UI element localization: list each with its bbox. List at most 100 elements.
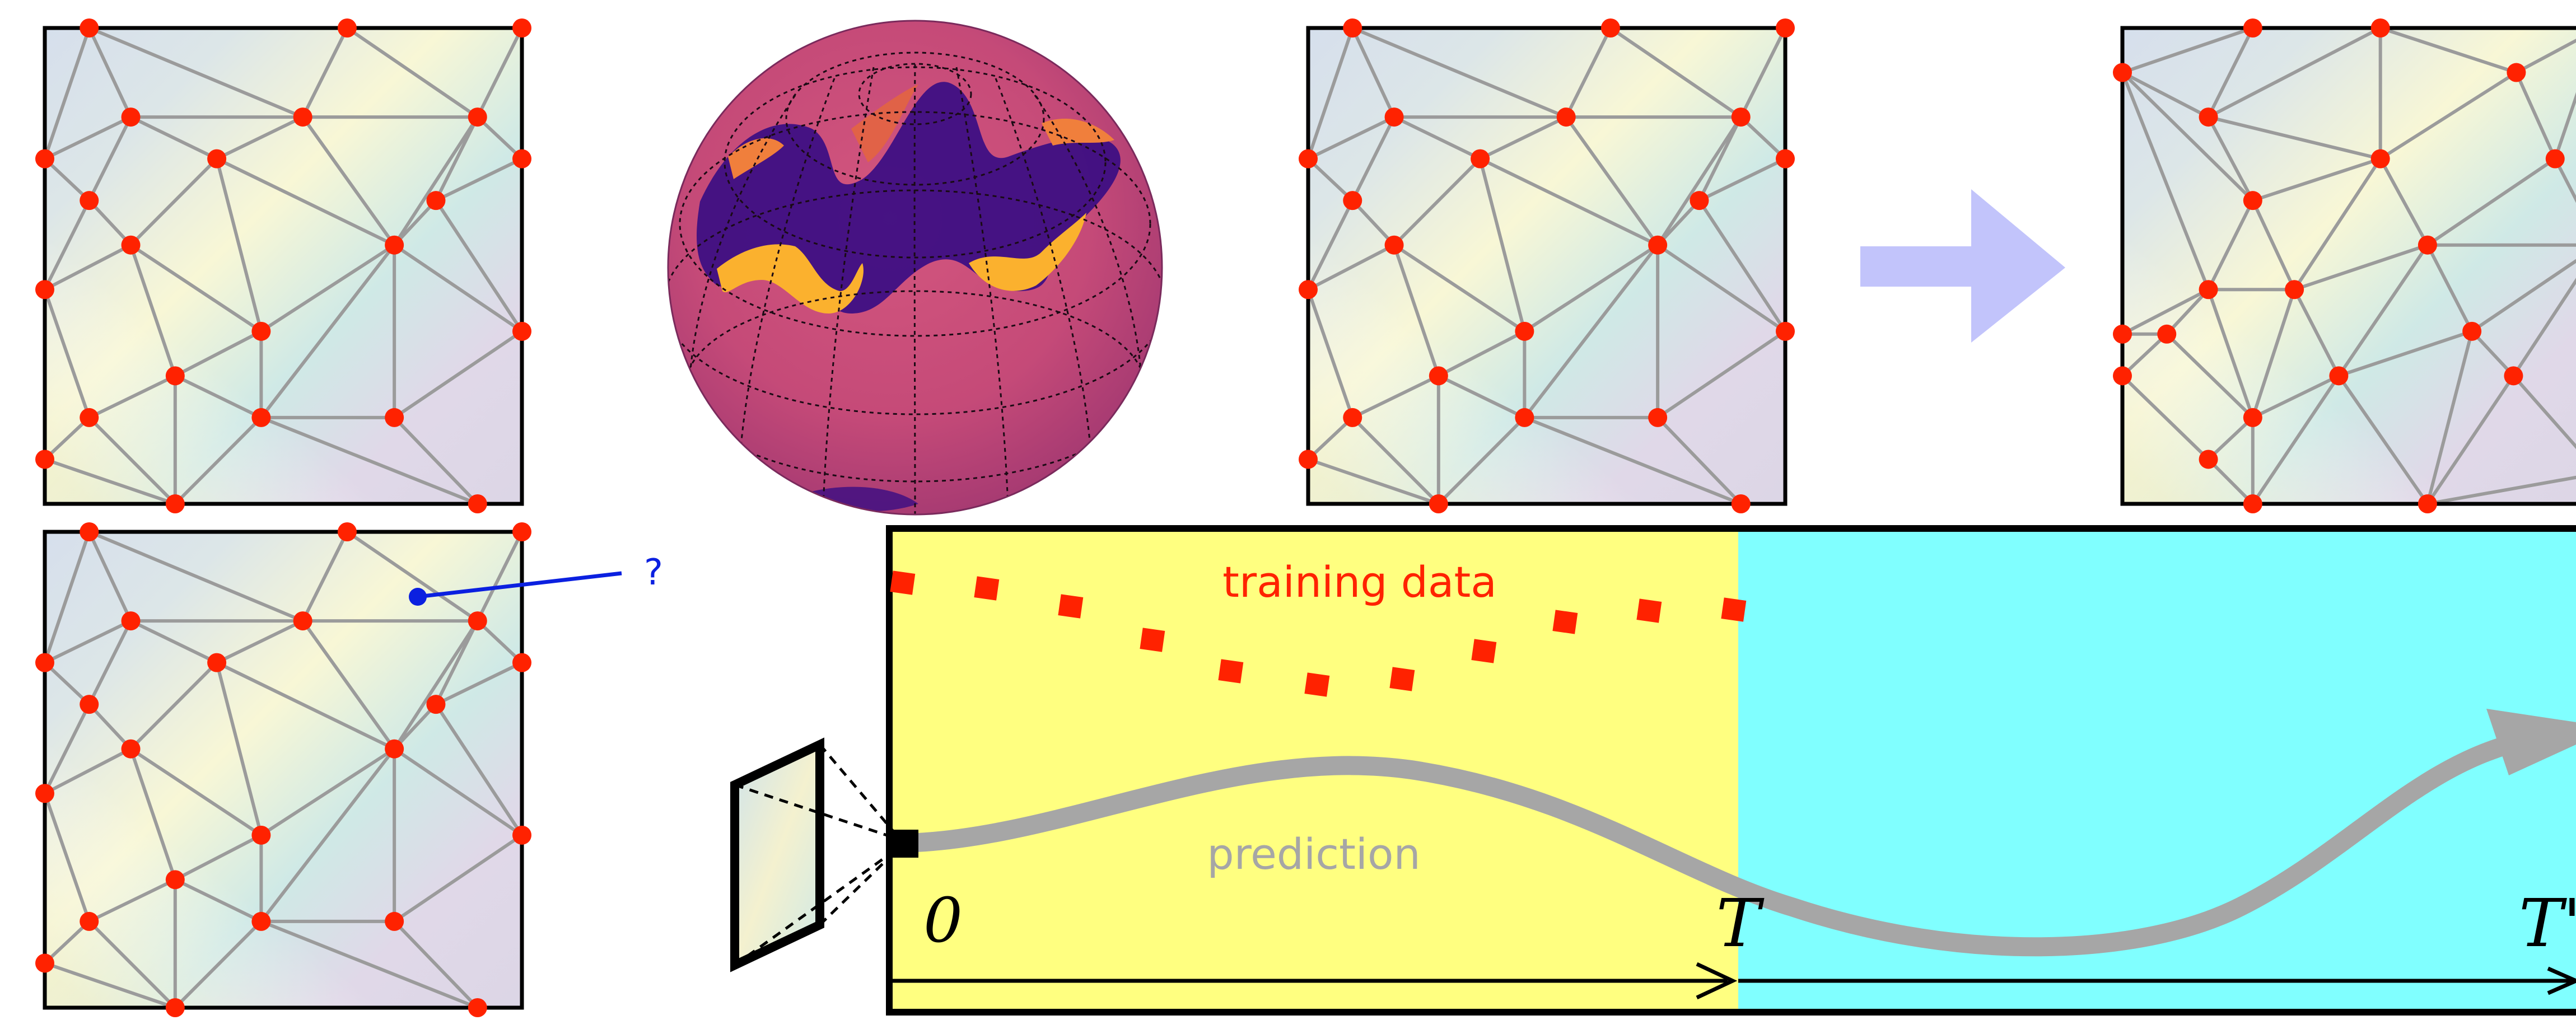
mesh-edge: [43, 792, 91, 923]
mesh-edge: [2470, 329, 2516, 378]
mesh-border: [1306, 26, 1788, 506]
mesh-edge: [43, 243, 133, 292]
mesh-nodes: [1299, 18, 1795, 513]
mesh-edge: [2378, 157, 2429, 247]
mesh-edge: [2121, 288, 2210, 336]
mesh-edge: [393, 703, 438, 751]
mesh-edge: [434, 661, 524, 706]
mesh-edges: [1306, 26, 1787, 506]
mesh-node: [385, 235, 404, 255]
mesh-edge: [2121, 26, 2255, 74]
mesh-edge: [43, 288, 91, 419]
mesh-edge: [259, 415, 479, 506]
mesh-edge: [301, 26, 349, 119]
mesh-node: [426, 191, 446, 210]
mesh-edge: [1739, 26, 1787, 119]
mesh-edge: [259, 243, 396, 419]
mesh-node: [2243, 494, 2262, 513]
mesh-edge: [2251, 374, 2341, 506]
mesh-edge: [1306, 26, 1355, 161]
mesh-edge: [2512, 278, 2576, 378]
mesh-edge: [345, 26, 479, 119]
mesh-edge: [1351, 115, 1396, 203]
mesh-node: [121, 611, 141, 631]
mesh-edge: [1351, 26, 1568, 119]
mesh-panel-top-left: [35, 18, 531, 513]
mesh-edge: [2512, 374, 2576, 450]
mesh-edge: [1478, 157, 1527, 333]
mesh-edge: [215, 619, 305, 665]
mesh-nodes: [35, 522, 531, 1017]
mesh-edge: [2206, 288, 2255, 419]
mesh-node: [251, 321, 271, 341]
mesh-edge: [1392, 243, 1527, 333]
mesh-node: [2157, 324, 2177, 344]
training-data-point: [1304, 672, 1330, 697]
mesh-node: [80, 408, 99, 427]
mesh-node: [1776, 321, 1795, 341]
mesh-node: [2243, 408, 2262, 427]
mesh-node: [1429, 494, 1448, 513]
mesh-node: [512, 653, 531, 672]
mesh-node: [35, 653, 54, 672]
mesh-edge: [2293, 243, 2429, 292]
mesh-edge: [1306, 457, 1440, 506]
mesh-edge: [1697, 115, 1743, 203]
mesh-edge: [259, 747, 396, 923]
t-zero-label: 0: [923, 885, 963, 956]
mesh-edge: [43, 199, 91, 292]
mesh-node: [35, 450, 54, 469]
mesh-edge: [475, 619, 524, 665]
mesh-node: [165, 998, 185, 1017]
mesh-node: [80, 522, 99, 541]
mesh-edge: [2121, 71, 2210, 119]
mesh-edge: [87, 26, 133, 119]
mesh-edge: [475, 115, 524, 161]
mesh-node: [2243, 191, 2262, 210]
mesh-edge: [129, 661, 219, 751]
mesh-panels: [35, 18, 2576, 1017]
mesh-node: [2113, 366, 2132, 386]
mesh-edge: [173, 833, 263, 882]
training-data-point: [1471, 639, 1497, 663]
mesh-edge: [43, 619, 133, 665]
mesh-node: [1299, 450, 1318, 469]
mesh-edge: [173, 374, 263, 419]
mesh-edge: [434, 157, 524, 203]
mesh-edge: [2553, 157, 2576, 203]
mesh-edge: [43, 457, 177, 506]
mesh-edge: [1478, 115, 1568, 161]
mesh-node: [35, 953, 54, 973]
mesh-edge: [1478, 157, 1660, 247]
mesh-edge: [43, 26, 91, 161]
mesh-node: [337, 522, 357, 541]
mesh-node: [121, 235, 141, 255]
mesh-panel-top-right: [2113, 18, 2576, 513]
mesh-edge: [1351, 374, 1440, 419]
training-data-point: [1389, 667, 1415, 691]
mesh-edge: [301, 530, 349, 623]
mesh-edge: [1564, 26, 1612, 119]
mesh-edge: [475, 26, 524, 119]
mesh-node: [512, 149, 531, 169]
mesh-node: [35, 784, 54, 803]
mesh-edge: [173, 415, 263, 506]
training-data-point: [1552, 610, 1578, 634]
mesh-edge: [2121, 374, 2210, 461]
mesh-edge: [393, 919, 479, 1009]
mesh-edge: [43, 703, 91, 796]
mesh-edge: [345, 530, 479, 623]
mesh-edge: [1697, 157, 1787, 203]
mesh-edge: [43, 157, 91, 203]
training-data-point: [1140, 628, 1165, 652]
mesh-node: [207, 653, 227, 672]
mesh-node: [121, 739, 141, 759]
mesh-edge: [2425, 157, 2557, 247]
mesh-edge: [1523, 243, 1660, 333]
mesh-node: [2285, 280, 2304, 300]
mesh-edge: [393, 115, 479, 247]
mesh-edge: [2337, 329, 2474, 378]
mesh-node: [2113, 324, 2132, 344]
mesh-node: [165, 366, 185, 386]
t-end-label: T': [2519, 885, 2576, 962]
